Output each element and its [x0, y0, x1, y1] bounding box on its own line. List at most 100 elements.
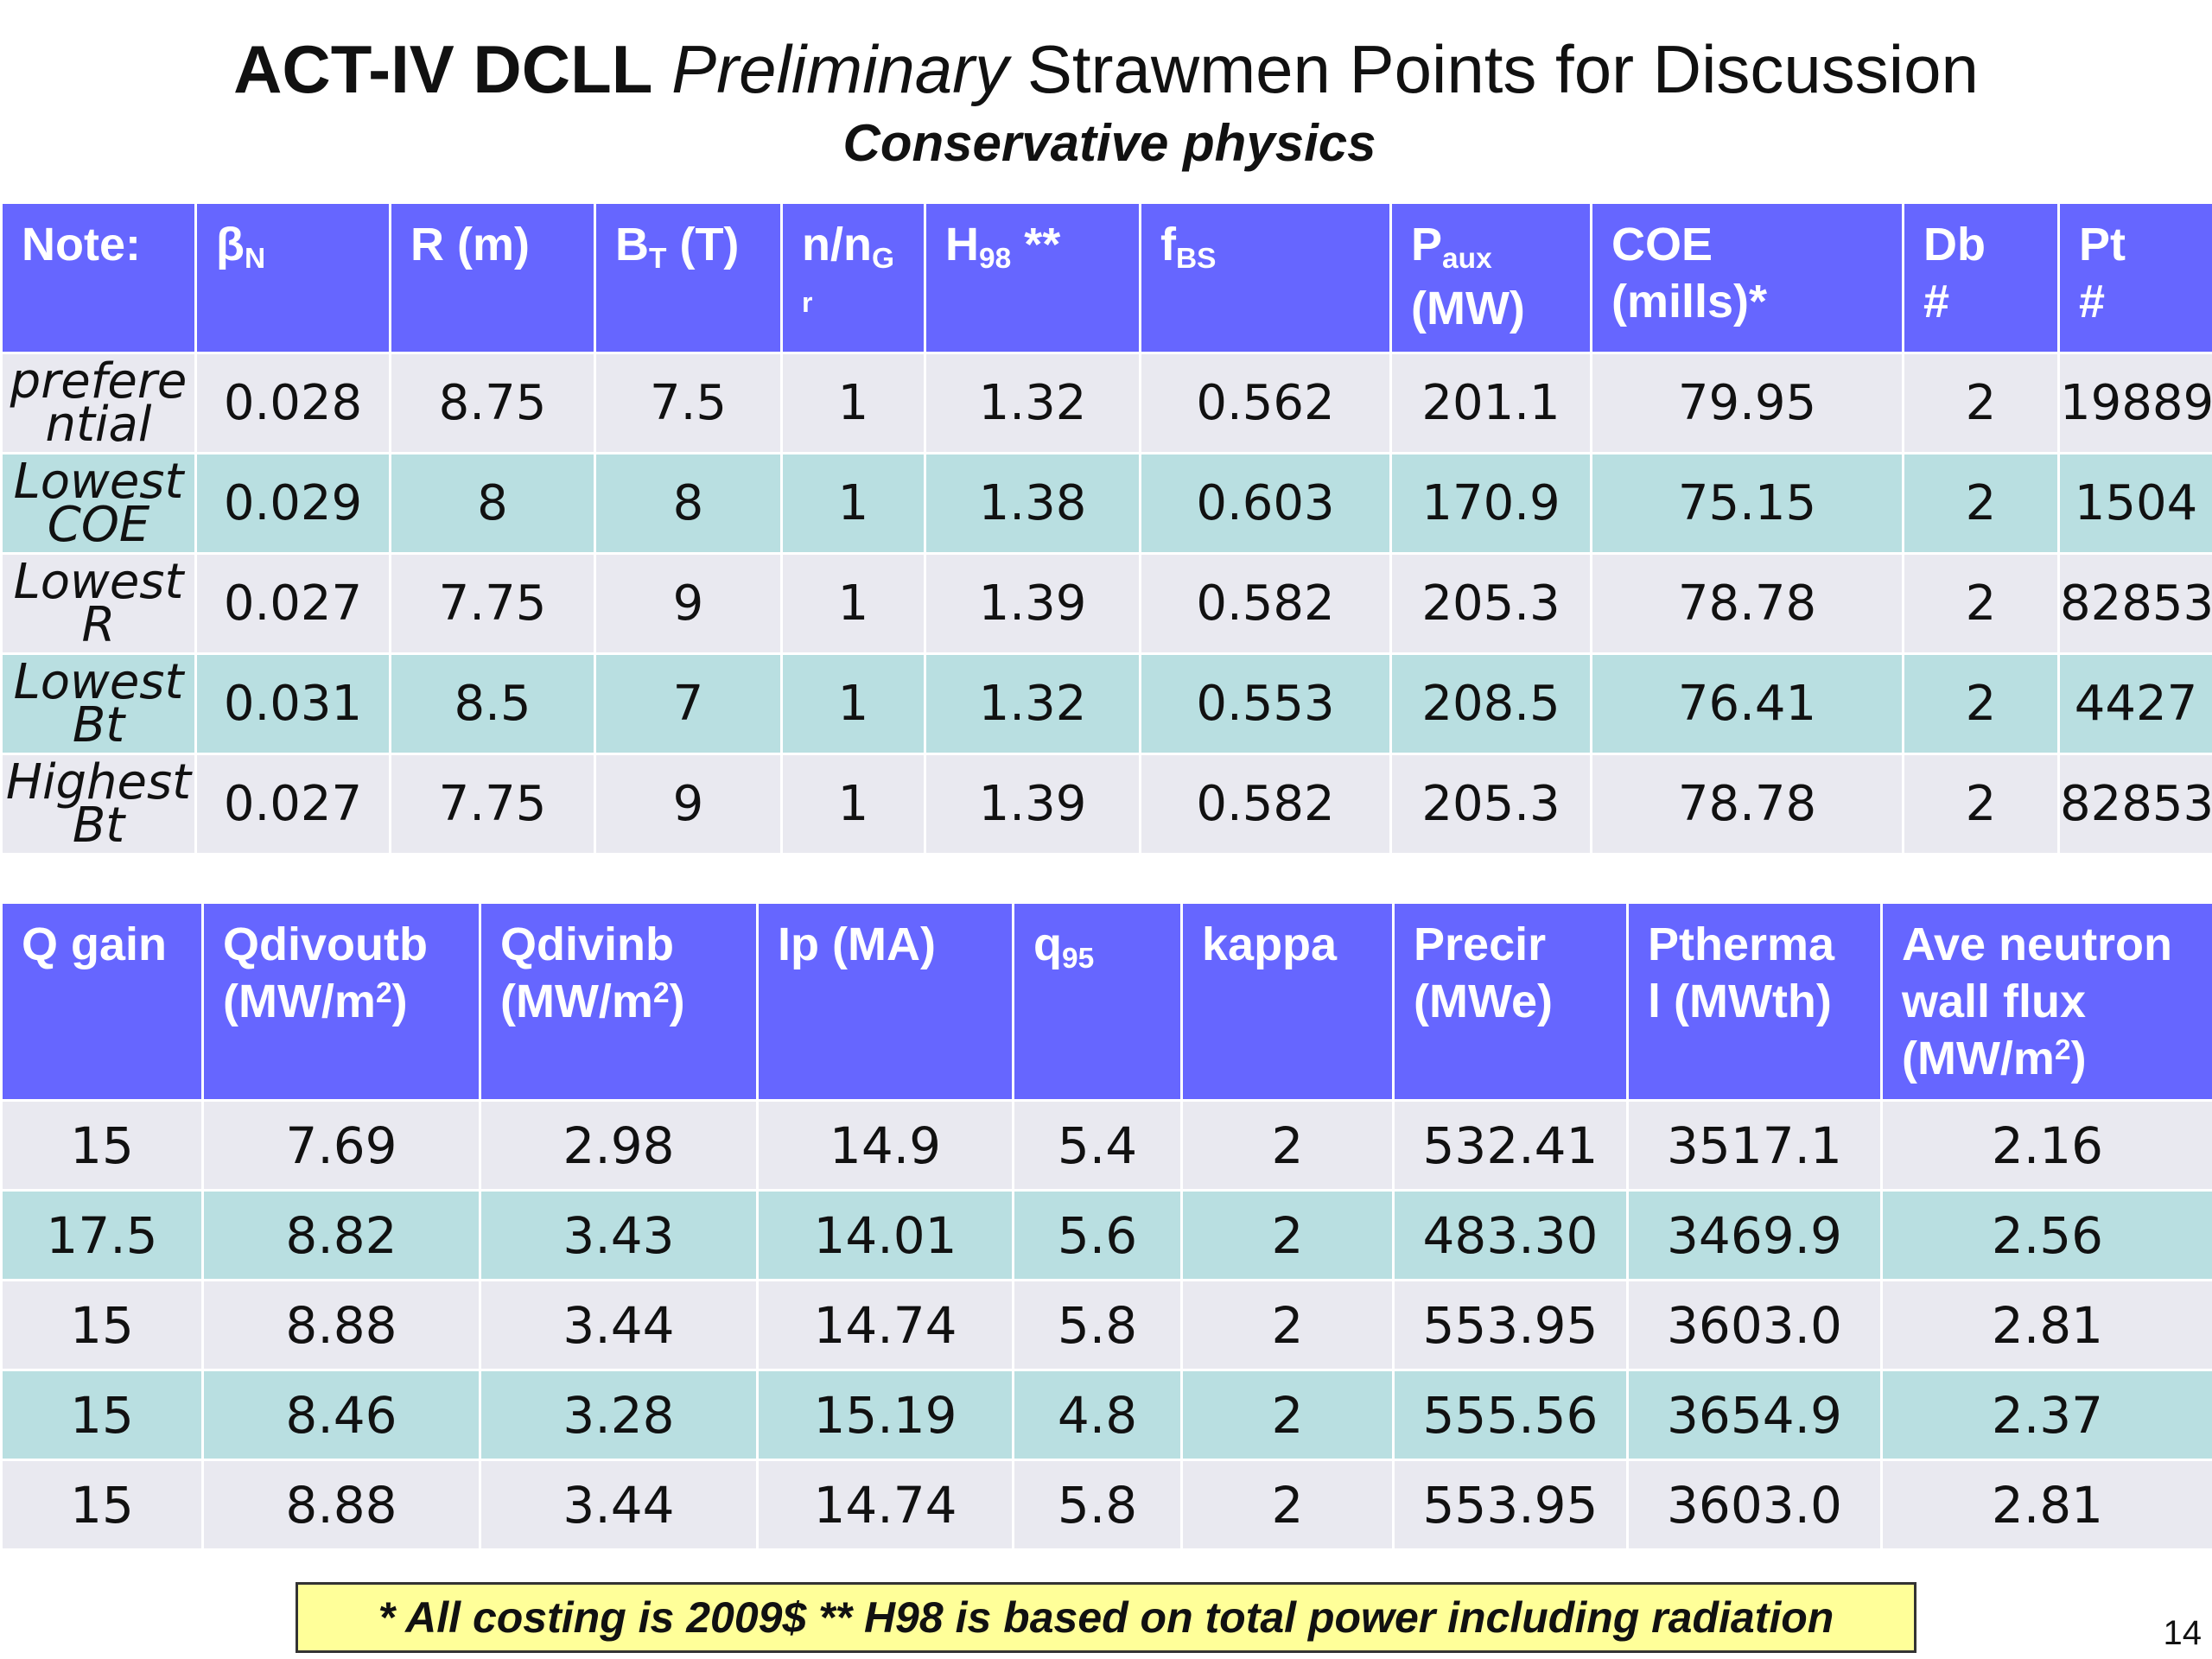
title-italic-part: Preliminary	[671, 31, 1009, 107]
cell-fbs: 0.603	[1139, 452, 1392, 555]
table-row: 15 7.69 2.98 14.9 5.4 2 532.41 3517.1 2.16	[0, 1099, 2212, 1192]
cell-beta-n: 0.027	[194, 753, 391, 855]
table1-header-row: Note: βN R (m) BT (T) n/nG r H98 ** fBS P…	[0, 201, 2212, 354]
cell-pthermal: 3469.9	[1626, 1189, 1883, 1281]
col-header-wall-flux: Ave neutron wall flux (MW/m2)	[1880, 901, 2212, 1102]
cell-qdivoutb: 8.82	[201, 1189, 481, 1281]
table-row: 15 8.88 3.44 14.74 5.8 2 553.95 3603.0 2.81	[0, 1459, 2212, 1551]
col-header-beta-n: βN	[194, 201, 391, 354]
col-header-ip: Ip (MA)	[756, 901, 1014, 1102]
cell-kappa: 2	[1180, 1459, 1395, 1551]
cell-n-ng: 1	[780, 552, 926, 655]
cell-n-ng: 1	[780, 352, 926, 454]
cell-qdivinb: 3.43	[479, 1189, 759, 1281]
cell-qdivoutb: 8.46	[201, 1369, 481, 1461]
col-header-precir: Precir (MWe)	[1392, 901, 1629, 1102]
cell-qdivinb: 3.28	[479, 1369, 759, 1461]
cell-pt: 1504	[2057, 452, 2212, 555]
cell-bt: 9	[594, 753, 783, 855]
cell-paux: 205.3	[1389, 552, 1592, 655]
col-header-db: Db #	[1902, 201, 2060, 354]
cell-fbs: 0.562	[1139, 352, 1392, 454]
cell-paux: 205.3	[1389, 753, 1592, 855]
cell-precir: 553.95	[1392, 1459, 1629, 1551]
col-header-pt: Pt #	[2057, 201, 2212, 354]
cell-kappa: 2	[1180, 1189, 1395, 1281]
cell-r: 8.5	[389, 652, 596, 755]
table-row: prefere ntial 0.028 8.75 7.5 1 1.32 0.562 201.1…	[0, 352, 2212, 454]
cell-q95: 4.8	[1012, 1369, 1183, 1461]
cell-pt: 4427	[2057, 652, 2212, 755]
cell-qdivoutb: 8.88	[201, 1459, 481, 1551]
cell-q-gain: 15	[0, 1099, 204, 1192]
cell-coe: 76.41	[1590, 652, 1904, 755]
cell-r: 7.75	[389, 552, 596, 655]
cell-coe: 78.78	[1590, 552, 1904, 655]
table-row: Lowest Bt 0.031 8.5 7 1 1.32 0.553 208.5 76.41 2 4…	[0, 652, 2212, 755]
cell-coe: 75.15	[1590, 452, 1904, 555]
table-row: 15 8.46 3.28 15.19 4.8 2 555.56 3654.9 2.37	[0, 1369, 2212, 1461]
cell-pthermal: 3603.0	[1626, 1459, 1883, 1551]
cell-wall-flux: 2.37	[1880, 1369, 2212, 1461]
cell-ip: 15.19	[756, 1369, 1014, 1461]
title-plain-part: Strawmen Points for Discussion	[1027, 31, 1979, 107]
cell-beta-n: 0.031	[194, 652, 391, 755]
title-bold-part: ACT-IV DCLL	[233, 31, 653, 107]
cell-q-gain: 17.5	[0, 1189, 204, 1281]
cell-coe: 79.95	[1590, 352, 1904, 454]
cell-qdivoutb: 7.69	[201, 1099, 481, 1192]
cell-precir: 483.30	[1392, 1189, 1629, 1281]
table-row: Highest Bt 0.027 7.75 9 1 1.39 0.582 205.3 78.78…	[0, 753, 2212, 855]
table-row: 17.5 8.82 3.43 14.01 5.6 2 483.30 3469.9 2.56	[0, 1189, 2212, 1281]
page-subtitle: Conservative physics	[842, 114, 1376, 172]
cell-ip: 14.01	[756, 1189, 1014, 1281]
col-header-paux: Paux (MW)	[1389, 201, 1592, 354]
cell-coe: 78.78	[1590, 753, 1904, 855]
cell-beta-n: 0.028	[194, 352, 391, 454]
cell-beta-n: 0.027	[194, 552, 391, 655]
cell-pt: 82853	[2057, 753, 2212, 855]
cell-wall-flux: 2.56	[1880, 1189, 2212, 1281]
cell-precir: 555.56	[1392, 1369, 1629, 1461]
cell-fbs: 0.582	[1139, 552, 1392, 655]
row-label: Lowest R	[0, 552, 197, 655]
table-row: Lowest R 0.027 7.75 9 1 1.39 0.582 205.3 78.78 2 8…	[0, 552, 2212, 655]
cell-qdivinb: 3.44	[479, 1459, 759, 1551]
cell-bt: 9	[594, 552, 783, 655]
row-label: prefere ntial	[0, 352, 197, 454]
cell-kappa: 2	[1180, 1369, 1395, 1461]
cell-kappa: 2	[1180, 1099, 1395, 1192]
cell-q-gain: 15	[0, 1369, 204, 1461]
col-header-n-ng: n/nG r	[780, 201, 926, 354]
cell-db: 2	[1902, 352, 2060, 454]
cell-ip: 14.74	[756, 1279, 1014, 1371]
cell-db: 2	[1902, 652, 2060, 755]
cell-h98: 1.32	[924, 652, 1141, 755]
page-number: 14	[2163, 1614, 2202, 1652]
cell-paux: 170.9	[1389, 452, 1592, 555]
col-header-h98: H98 **	[924, 201, 1141, 354]
cell-r: 8.75	[389, 352, 596, 454]
cell-h98: 1.32	[924, 352, 1141, 454]
col-header-bt: BT (T)	[594, 201, 783, 354]
cell-q95: 5.6	[1012, 1189, 1183, 1281]
cell-fbs: 0.553	[1139, 652, 1392, 755]
cell-kappa: 2	[1180, 1279, 1395, 1371]
row-label: Lowest COE	[0, 452, 197, 555]
table2-header-row: Q gain Qdivoutb (MW/m2) Qdivinb (MW/m2) Ip…	[0, 901, 2212, 1102]
cell-q-gain: 15	[0, 1279, 204, 1371]
cell-qdivoutb: 8.88	[201, 1279, 481, 1371]
cell-qdivinb: 3.44	[479, 1279, 759, 1371]
cell-fbs: 0.582	[1139, 753, 1392, 855]
cell-wall-flux: 2.81	[1880, 1459, 2212, 1551]
cell-h98: 1.38	[924, 452, 1141, 555]
row-label: Lowest Bt	[0, 652, 197, 755]
col-header-q95: q95	[1012, 901, 1183, 1102]
col-header-fbs: fBS	[1139, 201, 1392, 354]
cell-ip: 14.74	[756, 1459, 1014, 1551]
cell-ip: 14.9	[756, 1099, 1014, 1192]
row-label: Highest Bt	[0, 753, 197, 855]
cell-pt: 19889	[2057, 352, 2212, 454]
cell-db: 2	[1902, 452, 2060, 555]
cell-bt: 7	[594, 652, 783, 755]
